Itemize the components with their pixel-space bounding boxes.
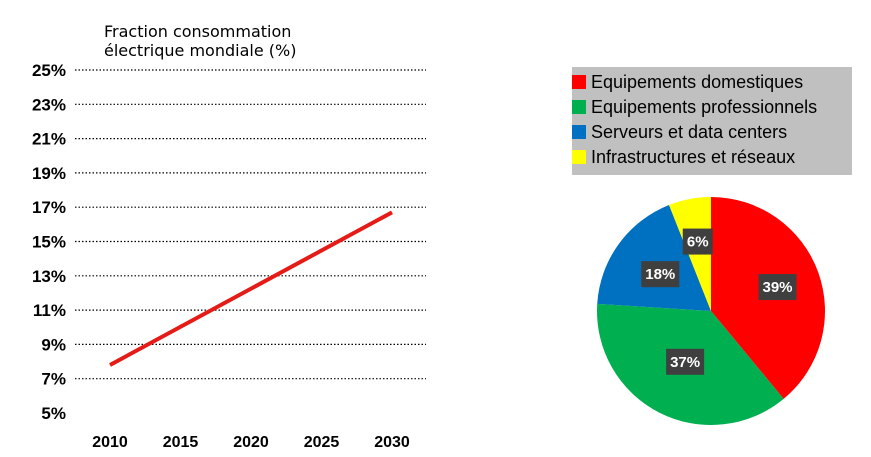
line-chart-title-line1: Fraction consommation <box>104 22 291 41</box>
y-tick-label: 11% <box>33 301 66 320</box>
series-line <box>109 210 393 367</box>
pie-label-box <box>666 348 705 375</box>
pie-label-box <box>682 228 713 255</box>
y-tick-label: 25% <box>32 61 66 80</box>
y-tick-label: 5% <box>41 404 66 423</box>
legend-label: Infrastructures et réseaux <box>591 147 796 167</box>
y-tick-label: 13% <box>32 267 66 286</box>
y-tick-label: 15% <box>32 233 66 252</box>
legend-item: Serveurs et data centers <box>572 121 787 143</box>
pie-value-label: 37% <box>670 354 700 371</box>
y-tick-label: 19% <box>32 164 66 183</box>
legend-item: Equipements domestiques <box>572 71 803 93</box>
legend-label: Equipements domestiques <box>591 72 804 92</box>
y-tick-label: 17% <box>32 198 66 217</box>
pie-value-label: 18% <box>645 266 675 283</box>
legend-swatch <box>572 150 586 164</box>
pie-chart: 39% 37% 18% 6% <box>597 197 825 425</box>
y-tick-label: 23% <box>32 95 66 114</box>
legend-swatch <box>572 125 586 139</box>
x-tick-label: 2030 <box>374 434 410 451</box>
legend-item: Infrastructures et réseaux <box>572 146 795 168</box>
legend-label: Serveurs et data centers <box>591 122 788 142</box>
legend-swatch <box>572 75 586 89</box>
y-tick-label: 21% <box>32 130 66 149</box>
x-tick-label: 2010 <box>92 434 128 451</box>
legend-item: Equipements professionnels <box>572 96 817 118</box>
pie-slice <box>597 205 711 311</box>
y-tick-label: 9% <box>41 335 66 354</box>
pie-label-box <box>641 261 680 288</box>
y-tick-label: 7% <box>41 370 66 389</box>
pie-value-label: 6% <box>687 234 709 251</box>
pie-label-box <box>758 274 797 301</box>
x-tick-label: 2015 <box>163 434 199 451</box>
legend-label: Equipements professionnels <box>591 97 818 117</box>
line-chart-title-line2: électrique mondiale (%) <box>104 41 296 60</box>
legend-swatch <box>572 100 586 114</box>
pie-value-label: 39% <box>762 279 792 296</box>
pie-legend: Equipements domestiques Equipements profe… <box>572 67 852 175</box>
x-tick-label: 2025 <box>304 434 340 451</box>
line-chart: Fraction consommation électrique mondial… <box>32 22 426 451</box>
x-tick-label: 2020 <box>233 434 269 451</box>
